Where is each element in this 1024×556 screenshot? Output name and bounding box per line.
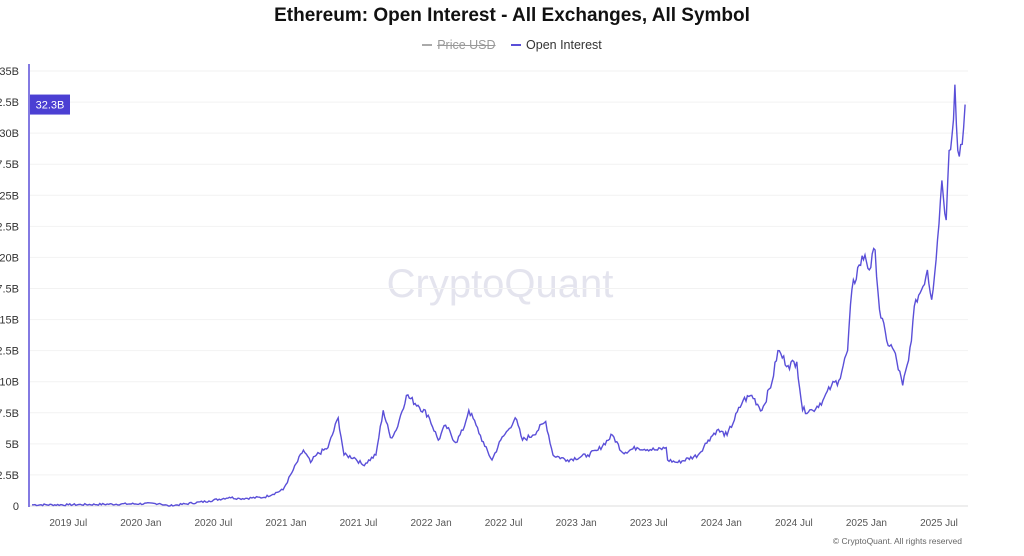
x-tick-label: 2023 Jul [630,518,668,529]
x-tick-label: 2021 Jan [265,518,306,529]
x-tick-label: 2019 Jul [49,518,87,529]
series-line-open-interest [32,84,966,507]
y-tick-label: 25B [0,190,19,202]
watermark: CryptoQuant [387,262,614,306]
y-tick-label: 5B [6,439,19,451]
x-tick-label: 2024 Jan [701,518,742,529]
y-tick-label: 30B [0,128,19,140]
y-tick-label: 27.5B [0,159,19,171]
y-tick-label: 12.5B [0,346,19,358]
y-tick-label: 35B [0,66,19,78]
y-tick-label: 10B [0,377,19,389]
y-tick-label: 2.5B [0,470,19,482]
chart-title: Ethereum: Open Interest - All Exchanges,… [274,5,750,26]
y-tick-label: 7.5B [0,408,19,420]
current-value-badge [30,94,70,115]
x-tick-label: 2021 Jul [340,518,378,529]
x-tick-label: 2020 Jan [120,518,161,529]
legend-swatch-price [422,44,433,46]
y-tick-label: 20B [0,252,19,264]
legend-label-oi: Open Interest [526,38,602,52]
copyright: © CryptoQuant. All rights reserved [832,536,962,546]
current-value-label: 32.3B [36,100,65,112]
x-tick-label: 2022 Jan [410,518,451,529]
x-tick-label: 2020 Jul [194,518,232,529]
legend-swatch-oi [511,44,522,46]
legend-item-price-usd[interactable]: Price USD [422,38,496,52]
y-tick-label: 22.5B [0,221,19,233]
x-tick-label: 2024 Jul [775,518,813,529]
legend: Price USD Open Interest [0,35,1024,52]
x-tick-label: 2025 Jul [920,518,958,529]
x-tick-label: 2023 Jan [556,518,597,529]
y-tick-label: 32.5B [0,97,19,109]
legend-label-price: Price USD [437,38,496,52]
y-tick-label: 15B [0,315,19,327]
x-tick-label: 2025 Jan [846,518,887,529]
x-tick-label: 2022 Jul [485,518,523,529]
y-tick-label: 0 [13,501,19,513]
legend-item-open-interest[interactable]: Open Interest [511,38,602,52]
y-tick-label: 17.5B [0,284,19,296]
